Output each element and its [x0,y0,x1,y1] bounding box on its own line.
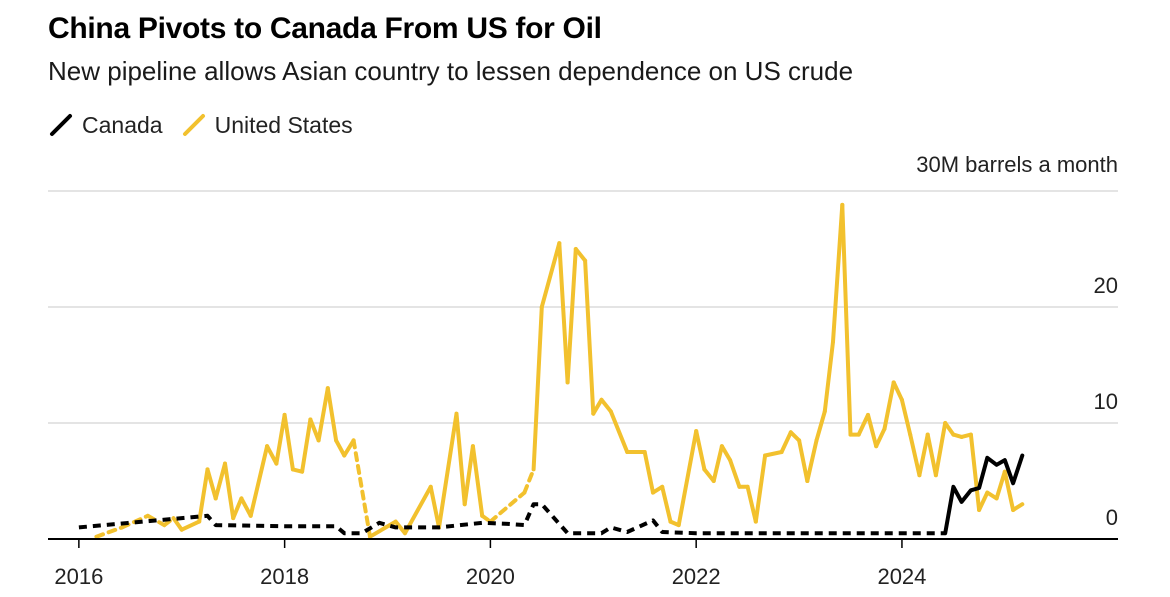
chart-subtitle: New pipeline allows Asian country to les… [48,56,854,86]
series-line-united-states [1011,502,1025,512]
series-line-united-states [882,380,896,431]
series-lines [78,202,1025,539]
series-line-united-states [994,469,1007,501]
series-line-united-states [565,247,578,385]
grid-lines [48,190,1118,424]
legend-label-united-states: United States [214,111,353,138]
y-tick-label: 20 [1094,273,1118,298]
series-line-united-states [805,438,819,483]
series-line-united-states [642,450,655,495]
series-line-united-states [454,411,467,507]
series-line-united-states [797,438,810,483]
series-line-united-states [660,484,673,524]
series-line-united-states [831,202,845,344]
series-line-united-states [145,513,167,528]
axes: 0 10 20 2016 2018 2020 2022 2024 [48,273,1118,589]
series-line-united-states [282,412,295,472]
legend-swatch-canada [50,114,72,136]
legend: Canada United States [48,110,371,140]
series-line-united-states [866,412,879,449]
x-tick-label: 2020 [466,564,515,589]
series-line-united-states [351,438,372,539]
legend-item-united-states: United States [181,112,353,139]
series-line-united-states [745,484,758,524]
series-line-united-states [933,421,948,478]
legend-label-canada: Canada [82,111,163,138]
series-line-canada [943,453,1025,536]
series-line-united-states [891,380,904,402]
series-line-united-states [599,397,613,414]
series-line-united-states [917,432,930,478]
series-line-united-states [470,444,485,518]
series-line-united-states [248,444,270,518]
legend-item-canada: Canada [48,112,163,139]
series-line-united-states [977,490,990,512]
x-tick-label: 2022 [672,564,721,589]
series-line-united-states [694,429,707,472]
series-line-united-states [437,411,459,530]
series-line-united-states [968,432,982,512]
series-line-united-states [874,426,887,449]
series-line-united-states [856,412,870,437]
series-line-united-states [316,386,330,443]
chart-title: China Pivots to Canada From US for Oil [48,12,602,45]
series-line-united-states [265,444,279,466]
series-line-united-states [223,461,236,521]
series-line-united-states [334,438,347,458]
series-line-united-states [822,339,835,414]
series-line-united-states [428,484,441,530]
series-line-united-states [557,241,570,385]
series-line-united-states [728,458,742,489]
series-line-united-states [393,519,407,536]
series-line-united-states [539,241,562,309]
x-tick-label: 2024 [877,564,926,589]
series-line-canada-dashed [78,502,946,536]
series-line-united-states [608,409,630,454]
series-line-united-states [1002,469,1016,512]
series-line-united-states [899,397,913,437]
series-line-united-states [925,432,938,478]
series-line-united-states [368,519,398,539]
series-line-united-states [753,453,768,524]
series-line-united-states [213,461,227,501]
y-axis-unit-label: 30M barrels a month [916,152,1118,177]
series-line-united-states [573,247,588,263]
series-line-united-states [205,467,218,501]
series-line-united-states [676,429,699,528]
series-line-united-states [162,516,176,528]
y-tick-label: 0 [1106,505,1118,530]
x-tick-label: 2018 [260,564,309,589]
series-line-united-states [711,444,724,483]
series-line-united-states [179,519,202,532]
series-line-united-states [531,305,544,472]
series-line-united-states [908,432,922,478]
x-tick-label: 2016 [54,564,103,589]
series-line-united-states [583,258,596,416]
series-line-united-states [325,386,339,443]
series-line-united-states [763,450,784,458]
series-line-united-states [239,496,253,518]
series-line-united-states [719,444,733,463]
series-line-united-states [94,525,125,539]
series-line-united-states [462,444,475,507]
series-line-united-states [814,409,827,443]
series-line-united-states [231,496,244,521]
series-line-united-states [488,490,527,524]
series-line-united-states [779,430,793,454]
y-tick-label: 10 [1094,389,1118,414]
series-line-united-states [274,412,287,466]
series-line-united-states [591,397,604,416]
series-line-united-states [300,417,313,474]
series-line-united-states [840,202,853,437]
series-line-united-states [197,467,210,524]
series-line-united-states [522,467,536,495]
series-line-united-states [943,421,956,437]
legend-swatch-united-states [182,114,205,136]
series-line-united-states [171,516,184,532]
